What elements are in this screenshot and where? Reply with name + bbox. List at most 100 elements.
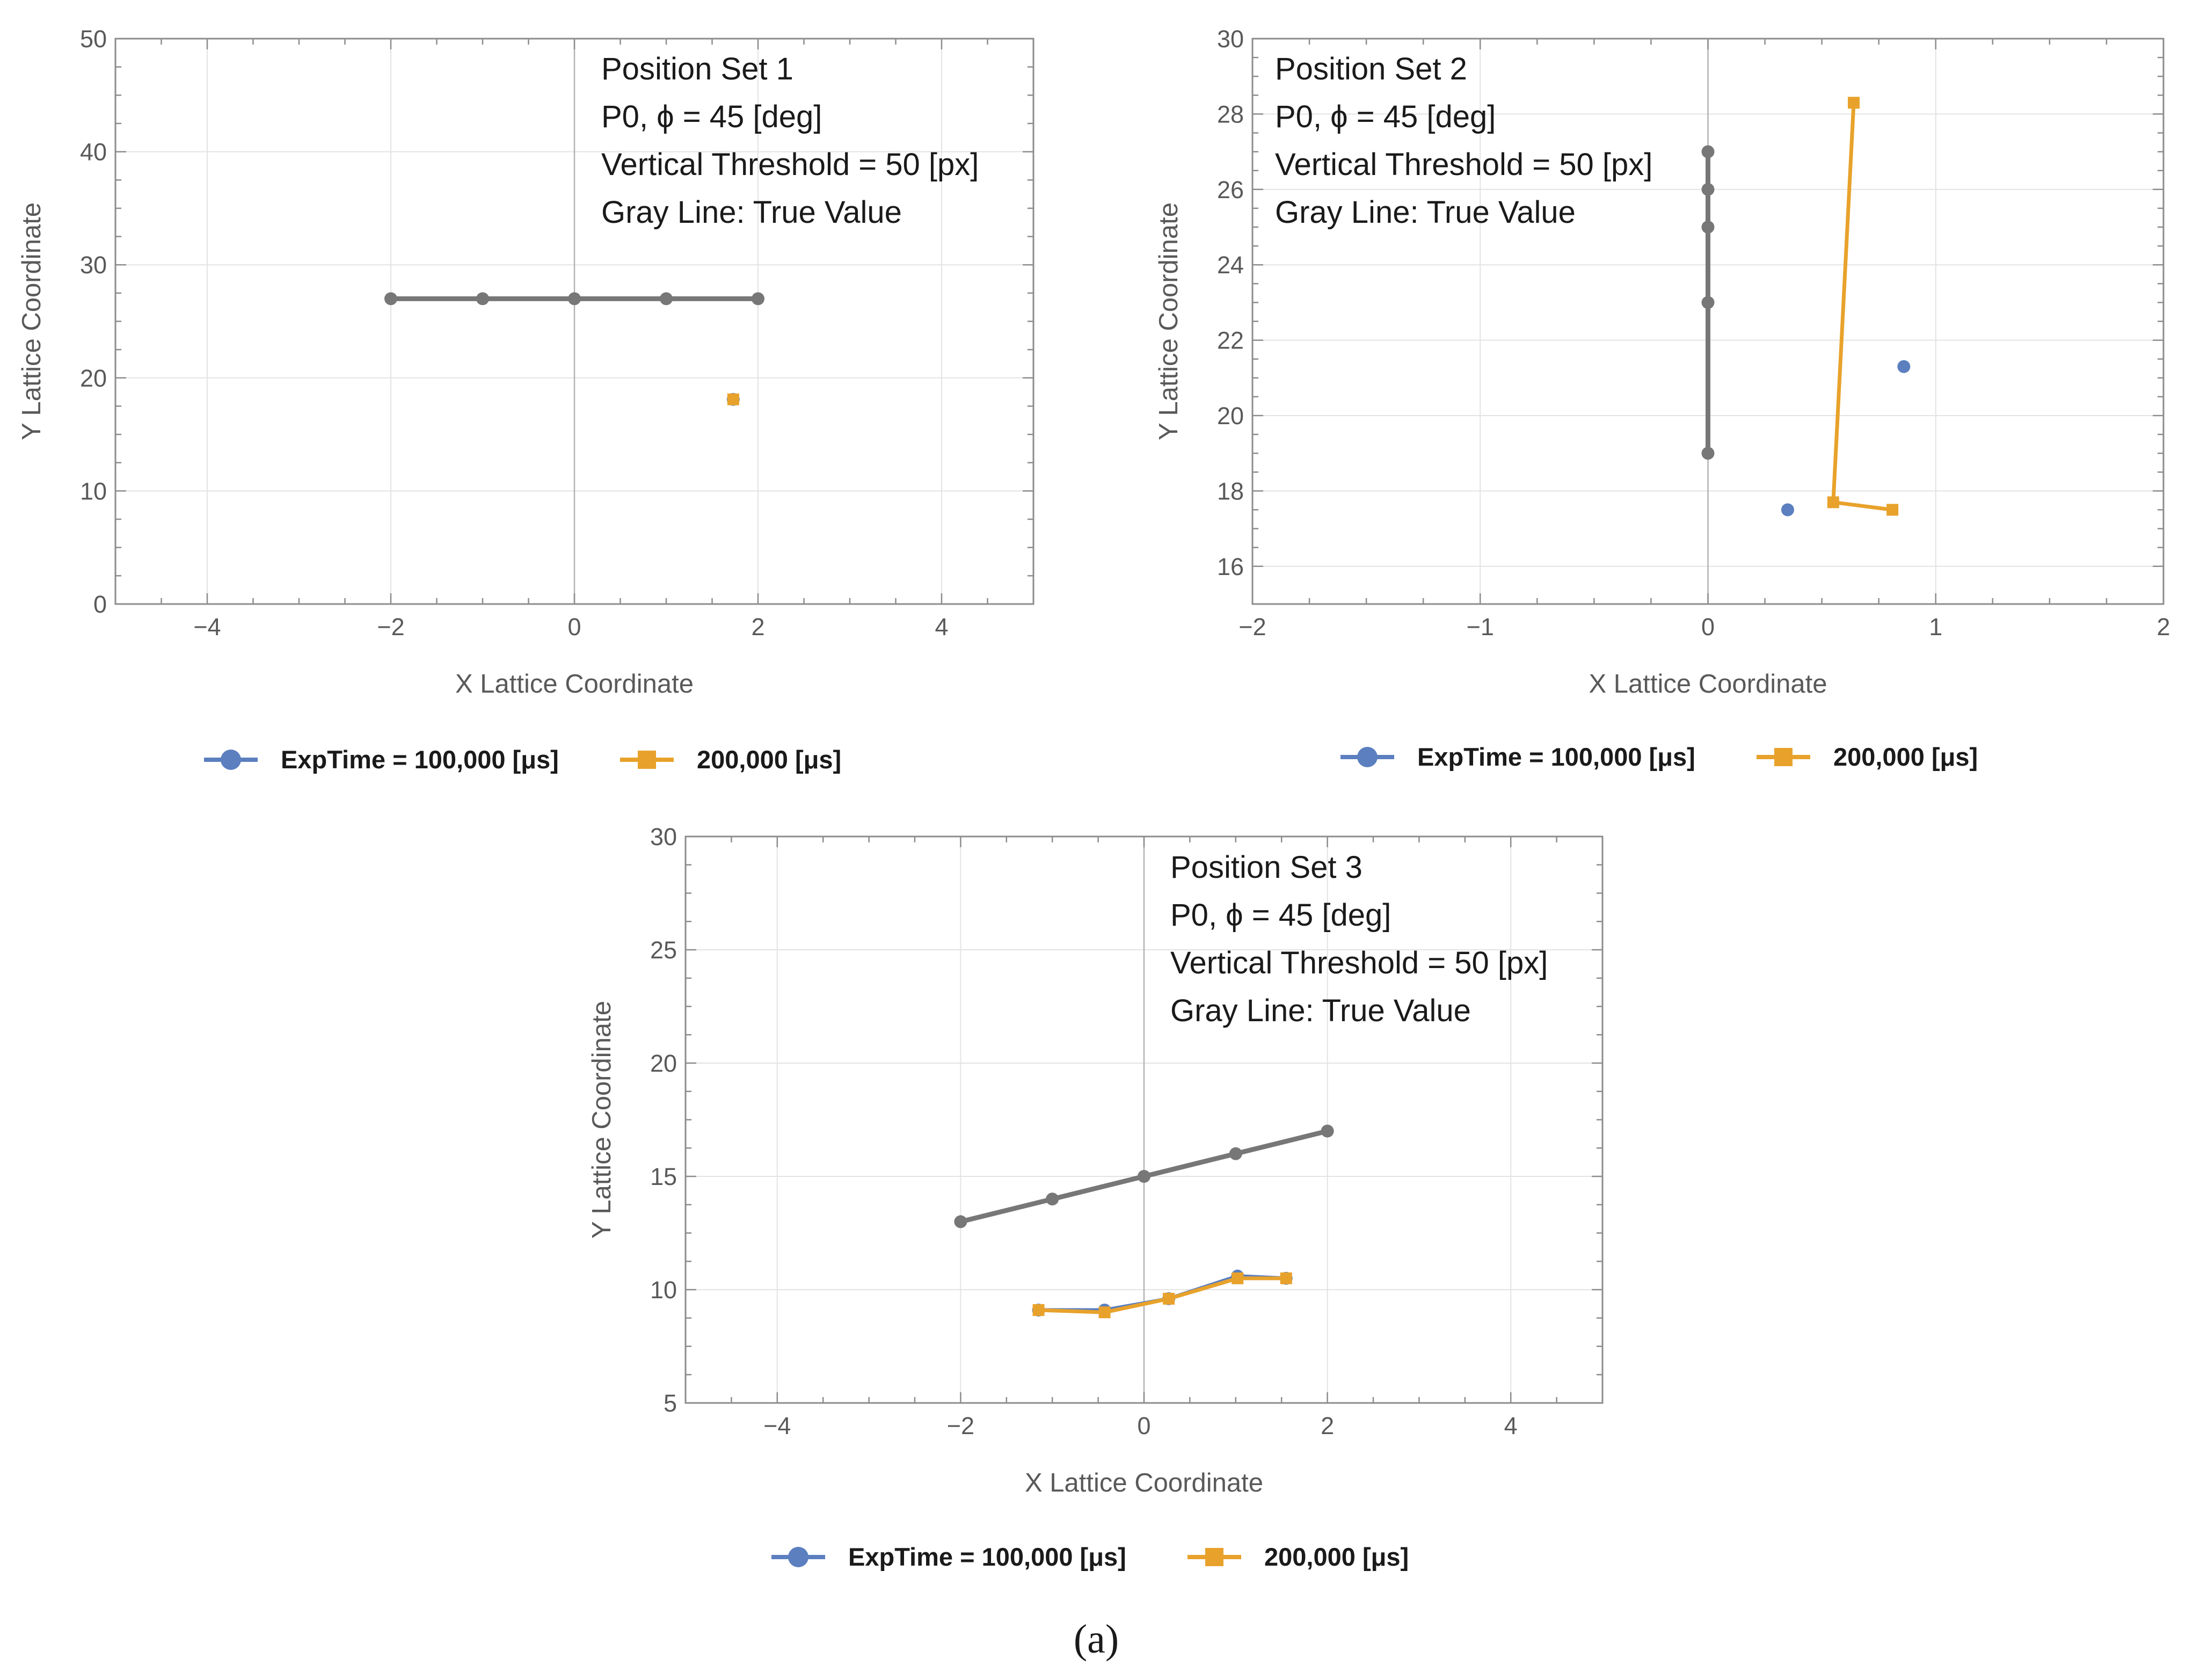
data-point [1229, 1147, 1242, 1160]
x-tick-label: −4 [193, 613, 221, 641]
legend: ExpTime = 100,000 [μs] 200,000 [μs] [204, 745, 841, 774]
legend-marker-circle [1357, 747, 1378, 767]
annotation-line: Position Set 1 [601, 52, 793, 86]
series-exp200 [1827, 97, 1899, 516]
chart-2: −2 −1 0 1 2 16 18 20 22 24 26 28 30 X Lattice Coordin… [1154, 25, 2170, 771]
legend-marker-square [638, 751, 656, 769]
y-tick-label: 20 [650, 1050, 677, 1077]
data-point [1781, 503, 1794, 517]
legend: ExpTime = 100,000 [μs] 200,000 [μs] [771, 1543, 1409, 1571]
y-tick-label: 30 [1217, 25, 1244, 53]
annotation-line: Vertical Threshold = 50 [px] [601, 147, 979, 182]
legend-label: 200,000 [μs] [1833, 743, 1978, 771]
y-tick-label: 18 [1217, 477, 1244, 505]
annotation-line: Gray Line: True Value [1170, 993, 1471, 1028]
x-tick-label: −2 [947, 1412, 974, 1439]
data-point [1138, 1170, 1150, 1183]
series-true-value [1701, 145, 1715, 460]
legend-label: ExpTime = 100,000 [μs] [848, 1543, 1126, 1571]
y-tick-label: 24 [1217, 251, 1244, 279]
x-tick-label: 2 [2156, 613, 2170, 641]
y-tick-label: 30 [650, 823, 677, 850]
x-axis-title: X Lattice Coordinate [455, 670, 694, 699]
legend-label: ExpTime = 100,000 [μs] [1417, 743, 1695, 771]
data-point [1827, 496, 1839, 508]
x-tick-label: 4 [935, 613, 948, 641]
data-point [1701, 183, 1715, 196]
y-axis-title: Y Lattice Coordinate [17, 202, 46, 440]
chart-3: −4 −2 0 2 4 5 10 15 20 25 30 X Lattice Coordinate Y … [587, 823, 1604, 1571]
annotation-line: P0, ϕ = 45 [deg] [601, 99, 822, 134]
x-tick-label: 0 [567, 613, 581, 641]
legend: ExpTime = 100,000 [μs] 200,000 [μs] [1340, 743, 1978, 771]
y-axis-title: Y Lattice Coordinate [587, 1001, 616, 1239]
data-point [1280, 1272, 1292, 1284]
data-point [1701, 296, 1715, 309]
data-point [1032, 1304, 1045, 1316]
series-exp200 [727, 393, 739, 405]
data-point [1886, 504, 1899, 516]
y-tick-label: 16 [1217, 553, 1244, 580]
data-point [752, 292, 764, 306]
y-tick-label: 0 [93, 591, 107, 618]
legend-label: 200,000 [μs] [697, 745, 841, 774]
y-tick-label: 10 [650, 1276, 677, 1304]
annotation-line: P0, ϕ = 45 [deg] [1275, 99, 1496, 134]
y-tick-label: 25 [650, 936, 677, 964]
legend-label: 200,000 [μs] [1264, 1543, 1409, 1571]
x-tick-label: 1 [1929, 613, 1942, 641]
data-point [1098, 1306, 1111, 1319]
annotation-line: P0, ϕ = 45 [deg] [1170, 898, 1391, 933]
y-axis-title: Y Lattice Coordinate [1154, 202, 1183, 440]
y-tick-label: 40 [80, 139, 107, 166]
annotation-line: Vertical Threshold = 50 [px] [1275, 147, 1652, 182]
y-tick-label: 20 [80, 365, 107, 392]
y-tick-label: 5 [664, 1390, 677, 1417]
series-exp100 [1781, 360, 1911, 517]
x-axis-title: X Lattice Coordinate [1025, 1468, 1263, 1497]
series-true-value [954, 1124, 1334, 1228]
y-tick-label: 50 [80, 25, 107, 53]
data-point [1897, 360, 1911, 373]
x-tick-label: 0 [1137, 1412, 1150, 1439]
data-point [476, 292, 489, 306]
data-point [1046, 1192, 1059, 1206]
y-tick-label: 28 [1217, 100, 1244, 128]
data-point [1848, 97, 1860, 109]
x-axis-title: X Lattice Coordinate [1589, 670, 1827, 699]
y-tick-label: 30 [80, 251, 107, 279]
x-tick-label: 2 [751, 613, 764, 641]
series-line [1038, 1276, 1286, 1314]
series-true-value [384, 292, 764, 306]
series-exp200 [1032, 1272, 1292, 1319]
legend-label: ExpTime = 100,000 [μs] [281, 745, 559, 774]
x-tick-label: 4 [1504, 1412, 1518, 1439]
x-tick-label: 2 [1321, 1412, 1334, 1439]
data-point [568, 292, 581, 306]
legend-marker-circle [221, 750, 241, 770]
y-tick-label: 22 [1217, 327, 1244, 354]
series-line [1831, 103, 1893, 512]
y-tick-label: 10 [80, 477, 107, 505]
data-point [954, 1215, 967, 1228]
x-tick-label: −4 [763, 1412, 791, 1439]
data-point [727, 393, 739, 405]
y-tick-label: 20 [1217, 402, 1244, 430]
data-point [1232, 1272, 1244, 1284]
data-point [384, 292, 397, 306]
y-tick-label: 26 [1217, 176, 1244, 203]
annotation-line: Gray Line: True Value [1275, 195, 1576, 230]
x-tick-label: −2 [377, 613, 404, 641]
data-point [1701, 221, 1715, 234]
legend-marker-square [1205, 1548, 1223, 1566]
data-point [1701, 145, 1715, 158]
data-point [660, 292, 673, 306]
x-tick-label: −2 [1238, 613, 1266, 641]
series-line [1038, 1274, 1286, 1312]
y-tick-label: 15 [650, 1163, 677, 1190]
data-point [1321, 1124, 1334, 1138]
annotation-line: Position Set 2 [1275, 52, 1467, 86]
data-point [1163, 1292, 1175, 1305]
